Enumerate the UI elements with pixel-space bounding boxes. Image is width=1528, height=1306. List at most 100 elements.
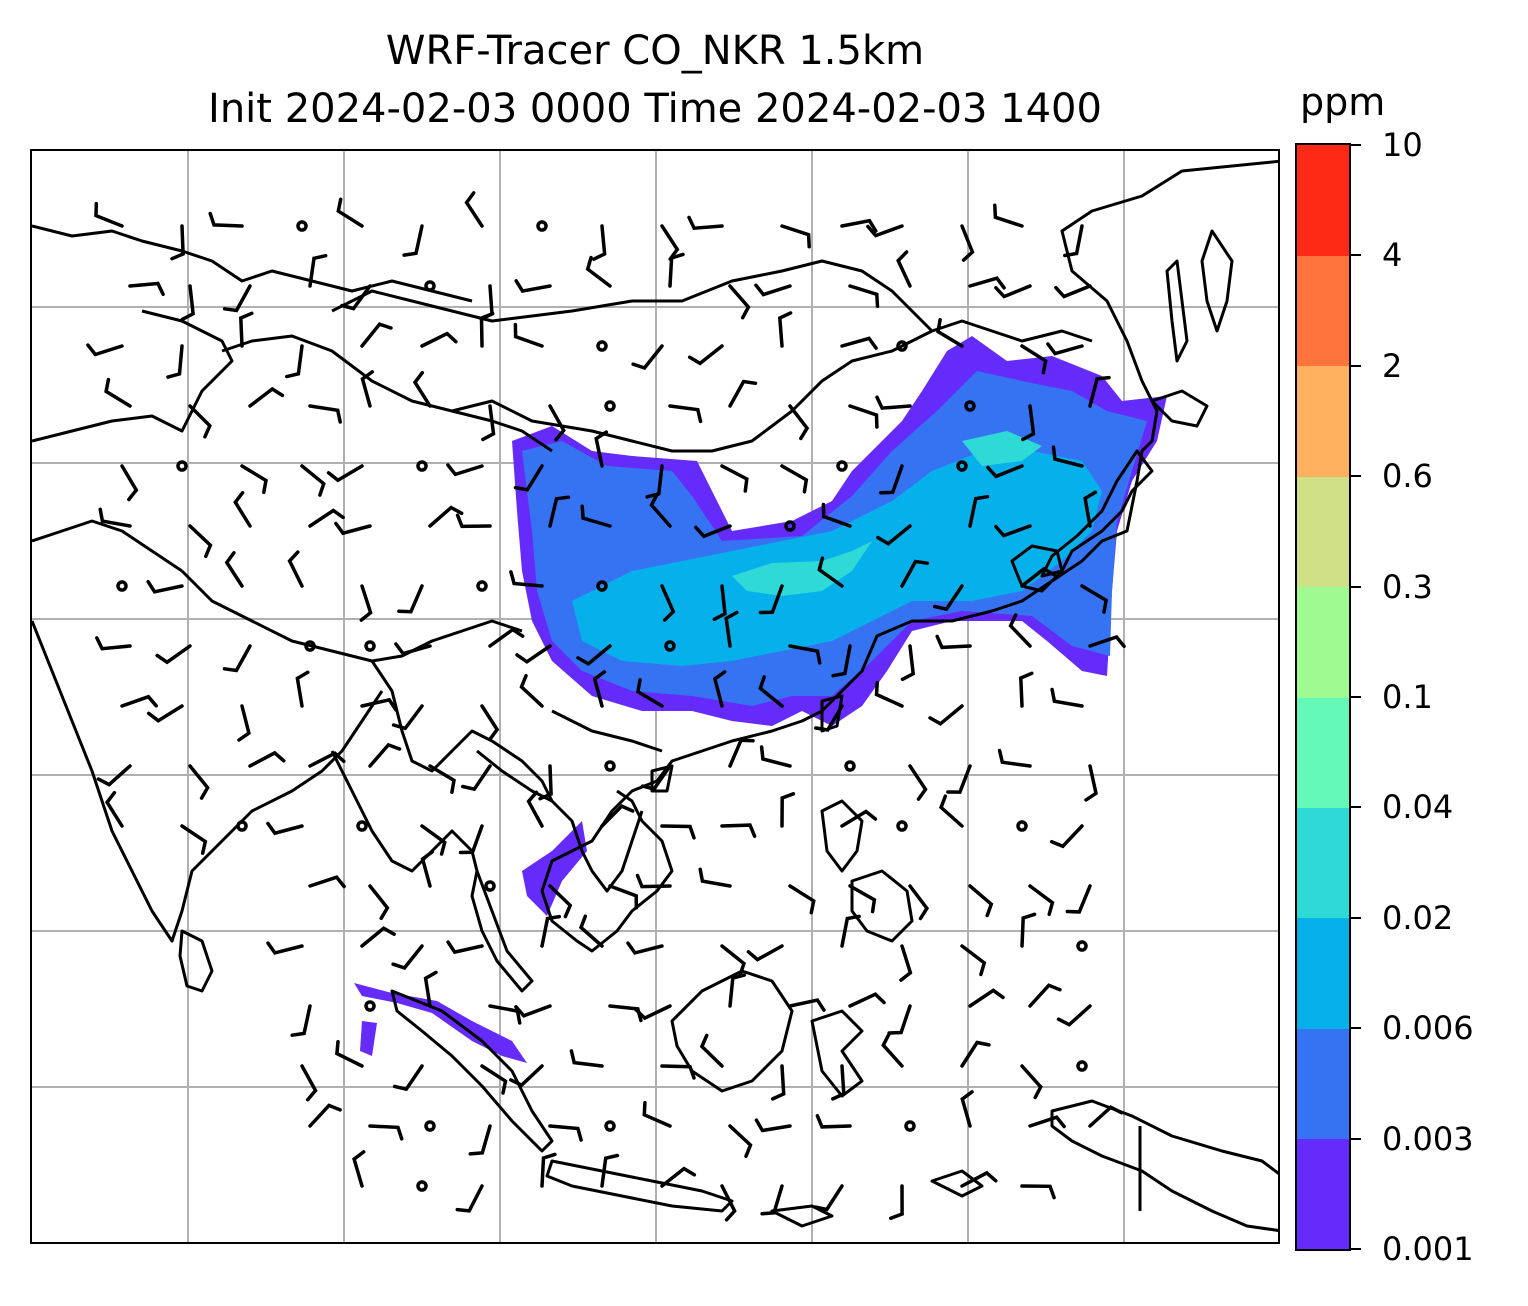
calm-wind-marker (904, 1120, 916, 1132)
wind-barb (1020, 344, 1048, 375)
wind-barb (876, 524, 912, 546)
wind-barb (300, 464, 326, 497)
wind-barb (222, 644, 252, 673)
wind-barb (360, 322, 393, 348)
wind-barb (600, 804, 635, 828)
wind-barb (120, 694, 158, 708)
wind-barb (514, 1004, 552, 1018)
wind-barb (960, 944, 987, 977)
colorbar-tick (1351, 916, 1361, 919)
coastline-bay-of-bengal (330, 750, 479, 873)
wind-barb (939, 794, 964, 828)
wind-barb (548, 884, 573, 919)
colorbar-tick (1351, 1137, 1361, 1140)
wind-barb (420, 331, 458, 348)
wind-barb (104, 790, 124, 828)
wind-barb (994, 524, 1032, 538)
wind-barb (946, 764, 972, 794)
wind-barb (360, 697, 398, 712)
wind-barb (224, 551, 244, 588)
wind-barb (1020, 1184, 1056, 1200)
wind-barb (233, 490, 252, 528)
colorbar-tick (1351, 1248, 1361, 1250)
wind-barb (240, 464, 268, 495)
wind-barb (594, 430, 609, 468)
border-east-timor (930, 1169, 984, 1198)
calm-wind-marker (604, 760, 616, 772)
calm-wind-marker (836, 460, 848, 472)
wind-barb (640, 764, 672, 791)
wind-barb (423, 970, 438, 1008)
wind-barb (308, 1103, 342, 1128)
wind-barb (1020, 912, 1037, 948)
wind-barb (645, 464, 664, 499)
wind-barb (968, 276, 1006, 290)
wind-barb (1020, 566, 1057, 588)
wind-barb (720, 823, 757, 838)
wind-barb (928, 704, 964, 726)
calm-wind-marker (536, 220, 548, 232)
colorbar-tick (1351, 364, 1361, 367)
wind-barb (968, 988, 1005, 1008)
coastline-java (545, 1159, 734, 1213)
wind-barb (908, 764, 928, 801)
wind-barb (788, 644, 822, 665)
colorbar-tick-label: 0.3 (1382, 567, 1433, 606)
wind-barb (889, 1184, 904, 1221)
wind-barb (336, 197, 364, 228)
wind-barb (694, 524, 732, 539)
wind-barb (754, 1118, 792, 1133)
colorbar-tick-label: 0.02 (1382, 898, 1454, 937)
plume-sumatra-speck (360, 1021, 377, 1056)
colorbar-band (1297, 476, 1349, 588)
wind-barb (608, 884, 639, 910)
wind-barb (237, 704, 251, 742)
wind-barb (166, 344, 184, 379)
wind-barb (146, 704, 184, 723)
wind-barb (687, 215, 724, 231)
map-panel[interactable] (30, 149, 1280, 1244)
wind-barb (513, 464, 544, 492)
wind-barb (815, 1114, 852, 1129)
wind-barb (874, 680, 904, 708)
wind-barb (831, 644, 852, 678)
wind-barb (335, 1039, 364, 1068)
colorbar-tick-label: 0.001 (1382, 1230, 1474, 1268)
wind-barb (180, 284, 195, 322)
wind-barb (295, 670, 310, 708)
wind-barb (98, 507, 132, 528)
colorbar-tick-label: 0.003 (1382, 1119, 1474, 1158)
border-myanmar (370, 660, 493, 773)
wind-barb (777, 311, 793, 348)
wind-barb (968, 494, 990, 528)
wind-barb (94, 201, 124, 228)
colorbar-band (1297, 365, 1349, 477)
wind-barb (290, 1004, 312, 1037)
wind-barb (1051, 445, 1084, 468)
wind-barb (698, 867, 732, 888)
colorbar-tick (1351, 475, 1361, 478)
calm-wind-marker (476, 580, 488, 592)
wind-barb (513, 322, 544, 348)
coastline-borneo (670, 969, 794, 1093)
wind-barb (308, 751, 346, 768)
border-russia-north (32, 224, 473, 303)
wind-barb (1088, 375, 1111, 408)
calm-wind-marker (364, 1000, 376, 1012)
wind-barb (300, 1064, 318, 1102)
wind-barb (455, 513, 492, 529)
colorbar-tick-label: 2 (1382, 346, 1403, 385)
calm-wind-marker (896, 820, 908, 832)
wind-barb (660, 584, 676, 622)
calm-wind-marker (604, 1120, 616, 1132)
wind-barb (840, 809, 878, 828)
calm-wind-marker (604, 400, 616, 412)
wind-barb (578, 914, 604, 948)
coastline-taiwan (820, 694, 844, 733)
wind-barb (848, 992, 886, 1008)
coastline-philippines-luzon (820, 799, 864, 873)
wind-barb (446, 940, 484, 955)
wind-barb (515, 644, 552, 664)
wind-barb (687, 344, 724, 366)
calm-wind-marker (1076, 1060, 1088, 1072)
